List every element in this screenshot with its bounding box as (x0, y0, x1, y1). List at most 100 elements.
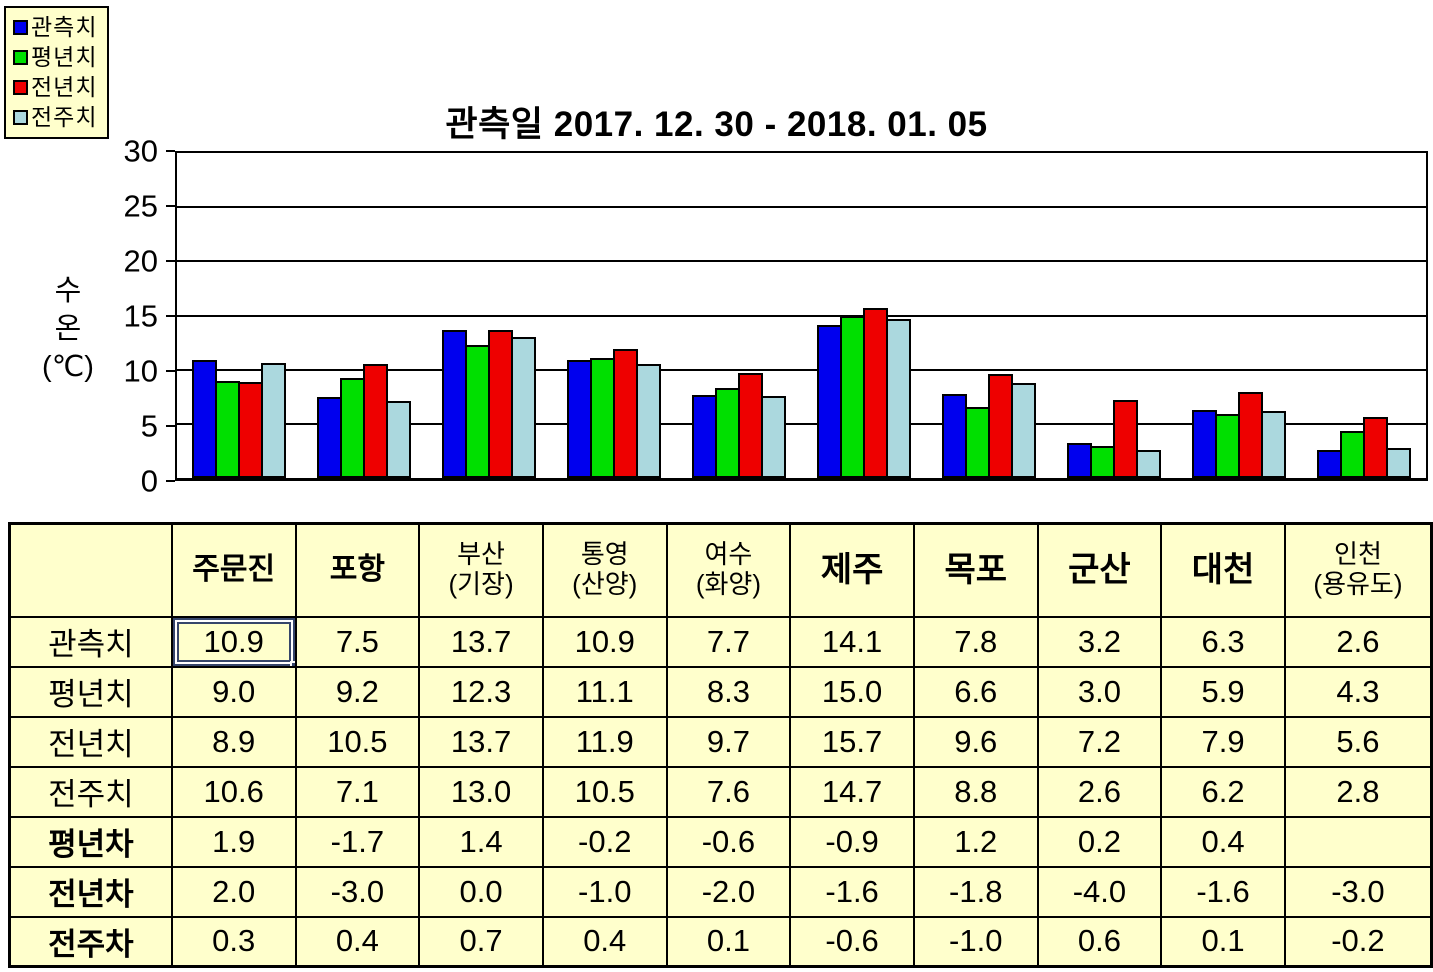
bar-전년치 (488, 329, 514, 478)
table-cell[interactable]: 10.5 (541, 765, 668, 818)
column-header[interactable]: 부산 (기장) (418, 522, 544, 618)
row-label[interactable]: 평년차 (8, 815, 173, 868)
table-cell[interactable]: -0.9 (789, 815, 915, 868)
table-cell[interactable]: -2.0 (665, 865, 792, 918)
table-cell[interactable]: 8.8 (912, 765, 1039, 818)
table-cell[interactable]: -1.0 (541, 865, 668, 918)
table-cell[interactable]: 7.9 (1160, 715, 1286, 768)
row-label[interactable]: 전년차 (8, 865, 173, 918)
table-cell[interactable]: -1.7 (294, 815, 421, 868)
table-cell[interactable]: 9.2 (294, 665, 421, 718)
column-header[interactable]: 여수 (화양) (665, 522, 792, 618)
table-cell[interactable]: 15.0 (789, 665, 915, 718)
legend-item: 전년치 (13, 76, 97, 99)
table-cell[interactable]: 3.0 (1036, 665, 1163, 718)
table-cell[interactable]: 5.6 (1283, 715, 1433, 768)
column-header[interactable]: 목포 (912, 522, 1039, 618)
y-axis-tick-mark-icon (166, 370, 175, 372)
table-cell[interactable]: 15.7 (789, 715, 915, 768)
table-cell[interactable]: 0.6 (1036, 915, 1163, 968)
table-cell[interactable]: 11.9 (541, 715, 668, 768)
table-cell[interactable]: -0.2 (541, 815, 668, 868)
row-label[interactable]: 전주차 (8, 915, 173, 968)
table-cell[interactable]: 10.6 (170, 765, 297, 818)
y-axis-tick-label: 10 (123, 353, 158, 389)
table-cell[interactable]: 13.7 (418, 715, 544, 768)
table-cell[interactable]: 7.5 (294, 615, 421, 668)
legend-swatch-icon (13, 80, 28, 95)
table-cell[interactable]: 0.0 (418, 865, 544, 918)
table-cell[interactable]: 7.7 (665, 615, 792, 668)
bar-전주치 (1010, 382, 1036, 478)
column-header[interactable]: 인천 (용유도) (1283, 522, 1433, 618)
legend-label: 관측치 (31, 14, 98, 40)
table-cell[interactable]: 6.6 (912, 665, 1039, 718)
table-cell[interactable] (1283, 815, 1433, 868)
column-header[interactable]: 주문진 (170, 522, 297, 618)
table-cell[interactable]: 2.8 (1283, 765, 1433, 818)
table-cell[interactable]: 0.4 (541, 915, 668, 968)
table-cell[interactable]: 8.9 (170, 715, 297, 768)
table-cell[interactable]: 0.4 (1160, 815, 1286, 868)
table-cell[interactable]: 0.3 (170, 915, 297, 968)
selected-cell[interactable]: 10.9 (170, 615, 297, 668)
table-cell[interactable]: 1.4 (418, 815, 544, 868)
table-row: 전주차 0.3 0.4 0.7 0.4 0.1 -0.6 -1.0 0.6 0.1 -0.2 (8, 915, 1433, 968)
row-label[interactable]: 전년치 (8, 715, 173, 768)
table-cell[interactable]: -4.0 (1036, 865, 1163, 918)
table-cell[interactable]: 0.7 (418, 915, 544, 968)
table-cell[interactable]: 9.0 (170, 665, 297, 718)
table-cell[interactable]: 6.3 (1160, 615, 1286, 668)
table-cell[interactable]: 10.9 (541, 615, 668, 668)
table-cell[interactable]: 7.2 (1036, 715, 1163, 768)
table-cell[interactable]: -1.6 (1160, 865, 1286, 918)
column-header[interactable]: 군산 (1036, 522, 1163, 618)
bar-전년치 (238, 381, 264, 478)
table-cell[interactable]: -1.6 (789, 865, 915, 918)
table-cell[interactable]: 7.1 (294, 765, 421, 818)
table-cell[interactable]: 13.0 (418, 765, 544, 818)
table-corner-cell[interactable] (8, 522, 173, 618)
table-cell[interactable]: 9.6 (912, 715, 1039, 768)
table-cell[interactable]: 12.3 (418, 665, 544, 718)
table-cell[interactable]: 5.9 (1160, 665, 1286, 718)
column-header[interactable]: 대천 (1160, 522, 1286, 618)
table-cell[interactable]: 2.0 (170, 865, 297, 918)
row-label[interactable]: 평년치 (8, 665, 173, 718)
table-cell[interactable]: -3.0 (1283, 865, 1433, 918)
table-cell[interactable]: -0.6 (789, 915, 915, 968)
row-label[interactable]: 관측치 (8, 615, 173, 668)
table-cell[interactable]: 3.2 (1036, 615, 1163, 668)
table-cell[interactable]: -3.0 (294, 865, 421, 918)
table-cell[interactable]: 4.3 (1283, 665, 1433, 718)
table-cell[interactable]: 6.2 (1160, 765, 1286, 818)
table-cell[interactable]: 7.8 (912, 615, 1039, 668)
table-cell[interactable]: 10.5 (294, 715, 421, 768)
column-header[interactable]: 통영 (산양) (541, 522, 668, 618)
table-cell[interactable]: 11.1 (541, 665, 668, 718)
table-cell[interactable]: 2.6 (1036, 765, 1163, 818)
table-cell[interactable]: -0.6 (665, 815, 792, 868)
bar-전주치 (885, 318, 911, 478)
table-cell[interactable]: 7.6 (665, 765, 792, 818)
row-label[interactable]: 전주치 (8, 765, 173, 818)
table-cell[interactable]: 2.6 (1283, 615, 1433, 668)
table-cell[interactable]: 9.7 (665, 715, 792, 768)
table-cell[interactable]: -0.2 (1283, 915, 1433, 968)
table-cell[interactable]: -1.0 (912, 915, 1039, 968)
table-cell[interactable]: 14.7 (789, 765, 915, 818)
table-cell[interactable]: 0.1 (1160, 915, 1286, 968)
table-cell[interactable]: 13.7 (418, 615, 544, 668)
column-header[interactable]: 포항 (294, 522, 421, 618)
table-cell[interactable]: 0.2 (1036, 815, 1163, 868)
table-cell[interactable]: 0.1 (665, 915, 792, 968)
bar-평년치 (1214, 414, 1240, 478)
table-cell[interactable]: 1.2 (912, 815, 1039, 868)
column-header[interactable]: 제주 (789, 522, 915, 618)
table-cell[interactable]: 8.3 (665, 665, 792, 718)
table-cell[interactable]: 14.1 (789, 615, 915, 668)
table-cell[interactable]: -1.8 (912, 865, 1039, 918)
bar-관측치 (1316, 449, 1342, 478)
table-cell[interactable]: 1.9 (170, 815, 297, 868)
table-cell[interactable]: 0.4 (294, 915, 421, 968)
